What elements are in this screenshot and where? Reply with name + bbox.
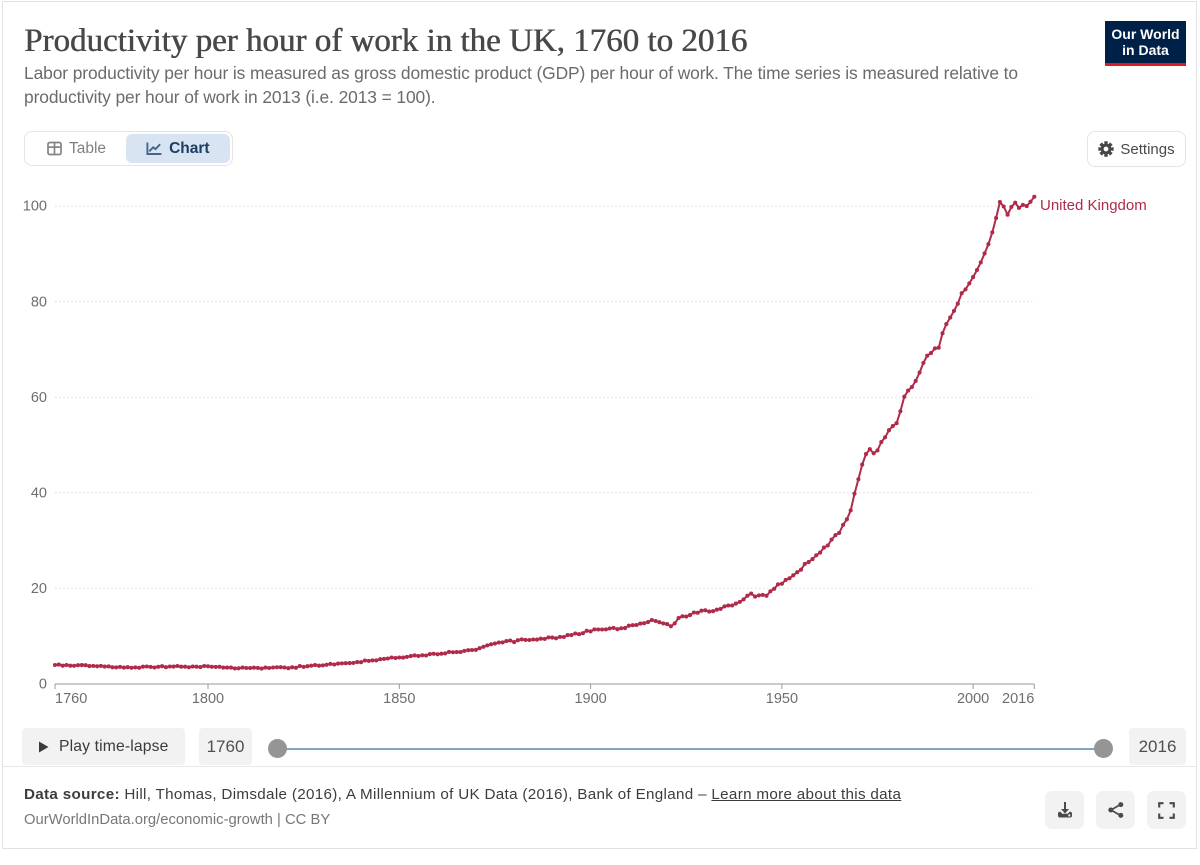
svg-text:100: 100 — [23, 199, 47, 215]
svg-text:1800: 1800 — [192, 691, 224, 707]
svg-text:United Kingdom: United Kingdom — [1040, 197, 1147, 214]
svg-text:1760: 1760 — [55, 691, 87, 707]
svg-text:2016: 2016 — [1002, 691, 1034, 707]
svg-text:80: 80 — [31, 294, 47, 310]
svg-text:40: 40 — [31, 486, 47, 502]
svg-text:0: 0 — [39, 677, 47, 693]
svg-text:2000: 2000 — [957, 691, 989, 707]
svg-text:1950: 1950 — [766, 691, 798, 707]
svg-text:1850: 1850 — [383, 691, 415, 707]
svg-text:20: 20 — [31, 581, 47, 597]
svg-text:1900: 1900 — [574, 691, 606, 707]
svg-text:60: 60 — [31, 390, 47, 406]
